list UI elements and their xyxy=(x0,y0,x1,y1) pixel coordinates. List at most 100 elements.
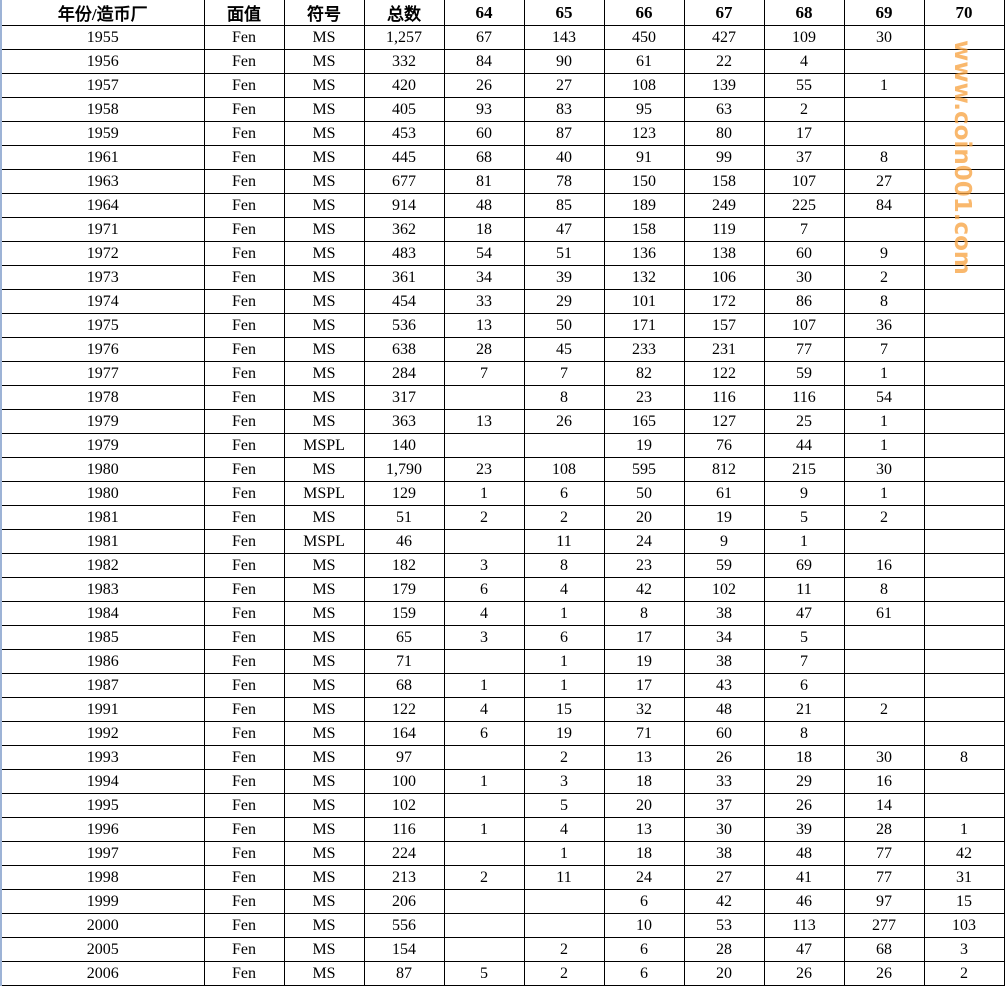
cell-grade-67[interactable]: 38 xyxy=(683,649,765,674)
cell-grade-64[interactable]: 67 xyxy=(443,25,525,50)
cell-denomination[interactable]: Fen xyxy=(203,193,285,218)
cell-grade-66[interactable]: 42 xyxy=(603,577,685,602)
cell-grade-70[interactable] xyxy=(923,625,1005,650)
cell-grade-65[interactable]: 4 xyxy=(523,817,605,842)
cell-grade-64[interactable]: 34 xyxy=(443,265,525,290)
cell-grade-65[interactable]: 85 xyxy=(523,193,605,218)
cell-grade-70[interactable] xyxy=(923,721,1005,746)
cell-grade-68[interactable]: 113 xyxy=(763,913,845,938)
cell-year-mint[interactable]: 1964 xyxy=(0,193,205,218)
cell-grade-66[interactable]: 19 xyxy=(603,649,685,674)
cell-grade-65[interactable]: 6 xyxy=(523,625,605,650)
cell-grade-67[interactable]: 99 xyxy=(683,145,765,170)
cell-denomination[interactable]: Fen xyxy=(203,505,285,530)
cell-grade-68[interactable]: 25 xyxy=(763,409,845,434)
cell-grade-67[interactable]: 812 xyxy=(683,457,765,482)
cell-grade-64[interactable]: 1 xyxy=(443,481,525,506)
cell-grade-64[interactable]: 26 xyxy=(443,73,525,98)
cell-grade-70[interactable] xyxy=(923,241,1005,266)
cell-grade-symbol[interactable]: MS xyxy=(283,937,365,962)
cell-denomination[interactable]: Fen xyxy=(203,841,285,866)
cell-total[interactable]: 213 xyxy=(363,865,445,890)
cell-grade-symbol[interactable]: MS xyxy=(283,145,365,170)
cell-grade-66[interactable]: 233 xyxy=(603,337,685,362)
cell-grade-67[interactable]: 48 xyxy=(683,697,765,722)
cell-grade-64[interactable] xyxy=(443,793,525,818)
cell-year-mint[interactable]: 1992 xyxy=(0,721,205,746)
cell-denomination[interactable]: Fen xyxy=(203,169,285,194)
cell-year-mint[interactable]: 1996 xyxy=(0,817,205,842)
cell-grade-67[interactable]: 231 xyxy=(683,337,765,362)
cell-grade-67[interactable]: 106 xyxy=(683,265,765,290)
cell-total[interactable]: 97 xyxy=(363,745,445,770)
cell-grade-symbol[interactable]: MS xyxy=(283,649,365,674)
cell-grade-66[interactable]: 19 xyxy=(603,433,685,458)
cell-grade-66[interactable]: 24 xyxy=(603,865,685,890)
cell-grade-64[interactable]: 6 xyxy=(443,721,525,746)
cell-grade-symbol[interactable]: MS xyxy=(283,193,365,218)
cell-grade-symbol[interactable]: MS xyxy=(283,793,365,818)
cell-grade-69[interactable]: 16 xyxy=(843,769,925,794)
cell-grade-64[interactable]: 13 xyxy=(443,409,525,434)
cell-grade-symbol[interactable]: MS xyxy=(283,745,365,770)
cell-grade-64[interactable]: 4 xyxy=(443,697,525,722)
cell-denomination[interactable]: Fen xyxy=(203,601,285,626)
cell-grade-68[interactable]: 60 xyxy=(763,241,845,266)
cell-grade-70[interactable]: 2 xyxy=(923,961,1005,986)
cell-total[interactable]: 914 xyxy=(363,193,445,218)
cell-grade-68[interactable]: 5 xyxy=(763,505,845,530)
cell-grade-64[interactable] xyxy=(443,913,525,938)
cell-grade-65[interactable]: 8 xyxy=(523,553,605,578)
cell-grade-symbol[interactable]: MS xyxy=(283,217,365,242)
cell-grade-70[interactable] xyxy=(923,193,1005,218)
cell-total[interactable]: 445 xyxy=(363,145,445,170)
cell-denomination[interactable]: Fen xyxy=(203,481,285,506)
cell-grade-64[interactable]: 84 xyxy=(443,49,525,74)
cell-total[interactable]: 179 xyxy=(363,577,445,602)
cell-grade-69[interactable]: 77 xyxy=(843,865,925,890)
cell-grade-symbol[interactable]: MS xyxy=(283,97,365,122)
cell-grade-symbol[interactable]: MS xyxy=(283,241,365,266)
cell-grade-64[interactable] xyxy=(443,841,525,866)
cell-grade-70[interactable] xyxy=(923,577,1005,602)
cell-grade-69[interactable]: 26 xyxy=(843,961,925,986)
cell-grade-symbol[interactable]: MS xyxy=(283,769,365,794)
cell-grade-64[interactable] xyxy=(443,433,525,458)
cell-grade-67[interactable]: 34 xyxy=(683,625,765,650)
cell-grade-69[interactable] xyxy=(843,49,925,74)
cell-grade-66[interactable]: 150 xyxy=(603,169,685,194)
cell-grade-69[interactable]: 68 xyxy=(843,937,925,962)
cell-grade-70[interactable] xyxy=(923,25,1005,50)
cell-grade-65[interactable] xyxy=(523,913,605,938)
cell-grade-68[interactable]: 47 xyxy=(763,937,845,962)
cell-grade-65[interactable]: 2 xyxy=(523,505,605,530)
cell-grade-68[interactable]: 5 xyxy=(763,625,845,650)
cell-total[interactable]: 182 xyxy=(363,553,445,578)
cell-grade-symbol[interactable]: MS xyxy=(283,697,365,722)
cell-grade-64[interactable] xyxy=(443,745,525,770)
cell-total[interactable]: 100 xyxy=(363,769,445,794)
cell-grade-67[interactable]: 28 xyxy=(683,937,765,962)
cell-grade-64[interactable]: 2 xyxy=(443,865,525,890)
cell-grade-64[interactable]: 2 xyxy=(443,505,525,530)
cell-grade-70[interactable] xyxy=(923,313,1005,338)
cell-grade-68[interactable]: 18 xyxy=(763,745,845,770)
cell-grade-68[interactable]: 37 xyxy=(763,145,845,170)
cell-grade-69[interactable]: 277 xyxy=(843,913,925,938)
cell-grade-symbol[interactable]: MS xyxy=(283,121,365,146)
cell-grade-66[interactable]: 6 xyxy=(603,889,685,914)
cell-grade-64[interactable] xyxy=(443,937,525,962)
cell-denomination[interactable]: Fen xyxy=(203,49,285,74)
cell-grade-68[interactable]: 215 xyxy=(763,457,845,482)
cell-grade-64[interactable]: 1 xyxy=(443,817,525,842)
cell-grade-66[interactable]: 18 xyxy=(603,841,685,866)
cell-year-mint[interactable]: 1995 xyxy=(0,793,205,818)
cell-grade-symbol[interactable]: MS xyxy=(283,361,365,386)
cell-grade-68[interactable]: 26 xyxy=(763,793,845,818)
cell-denomination[interactable]: Fen xyxy=(203,457,285,482)
cell-denomination[interactable]: Fen xyxy=(203,793,285,818)
cell-grade-65[interactable] xyxy=(523,889,605,914)
cell-grade-65[interactable]: 83 xyxy=(523,97,605,122)
cell-year-mint[interactable]: 1982 xyxy=(0,553,205,578)
cell-year-mint[interactable]: 1998 xyxy=(0,865,205,890)
